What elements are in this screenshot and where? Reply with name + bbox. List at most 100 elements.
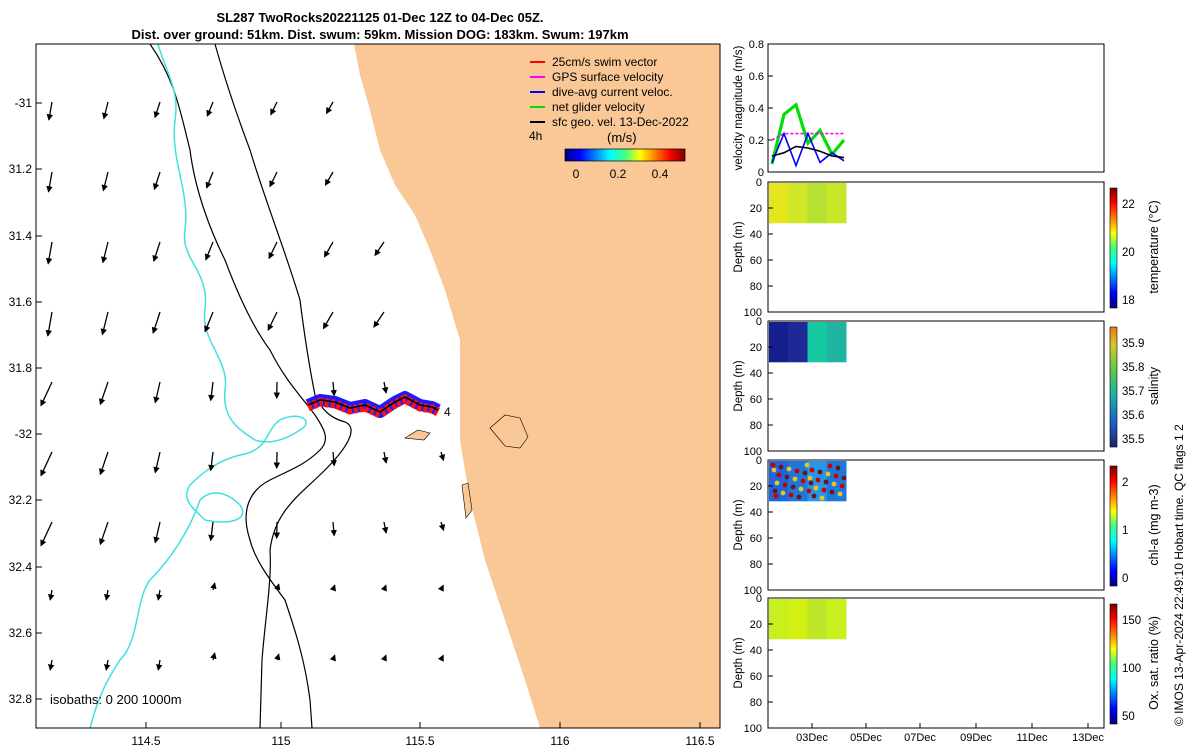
chl-hotspot: [817, 469, 823, 475]
chl-hotspot: [813, 485, 819, 491]
depth-tick-label: 80: [750, 559, 762, 571]
chl-hotspot: [790, 484, 796, 490]
depth-tick-label: 20: [750, 619, 762, 631]
surface-velocity-arrow: [210, 652, 217, 661]
colorbar-title: Ox. sat. ratio (%): [1147, 616, 1161, 710]
map-ytick-label: -31: [15, 96, 33, 110]
colorbar-tick-label: 150: [1122, 615, 1141, 627]
surface-velocity-arrow: [46, 171, 53, 193]
depth-axis-label: Depth (m): [733, 499, 745, 550]
chl-hotspot: [807, 475, 813, 481]
velocity-ytick-label: 0: [758, 167, 764, 179]
surface-velocity-arrow: [153, 451, 161, 474]
map-ytick-label: 31.2: [9, 162, 33, 176]
panel-colorbar: [1109, 465, 1118, 587]
depth-tick-label: 0: [756, 455, 762, 467]
legend-entry: sfc geo. vel. 13-Dec-2022: [552, 115, 689, 129]
surface-velocity-arrow: [380, 584, 387, 592]
surface-velocity-arrow: [48, 659, 55, 671]
profile-data-block: [788, 461, 808, 502]
chl-hotspot: [833, 473, 839, 479]
surface-velocity-arrow: [40, 381, 53, 407]
surface-velocity-arrow: [437, 654, 444, 662]
depth-tick-label: 20: [750, 342, 762, 354]
colorbar-tick-label: 35.9: [1122, 338, 1144, 350]
isobaths-label: isobaths: 0 200 1000m: [50, 692, 182, 707]
surface-velocity-arrow: [45, 241, 53, 265]
surface-velocity-arrow: [274, 653, 281, 661]
date-tick-label: 07Dec: [904, 732, 936, 744]
figure-title-line1: SL287 TwoRocks20221125 01-Dec 12Z to 04-…: [216, 10, 544, 25]
surface-velocity-arrow: [208, 521, 215, 542]
chl-hotspot: [773, 493, 779, 499]
time-label: 4h: [529, 129, 542, 143]
profile-data-block: [826, 322, 847, 363]
depth-tick-label: 60: [750, 671, 762, 683]
surface-velocity-arrow: [99, 451, 109, 476]
chl-hotspot: [819, 495, 825, 501]
depth-axis-label: Depth (m): [733, 221, 745, 272]
profile-data-block: [807, 599, 828, 640]
surface-velocity-arrow: [153, 381, 161, 404]
map-panel: 114.5 115 115.5 116 116.5 -31 31.2 31.4 31.6 31.8…: [9, 43, 721, 748]
depth-tick-label: 100: [744, 585, 762, 597]
map-ytick-label: 32.4: [9, 560, 33, 574]
colorbar-title: chl-a (mg m-3): [1147, 484, 1161, 565]
speed-colorbar: [564, 148, 686, 162]
chl-hotspot: [837, 491, 843, 497]
chl-hotspot: [827, 463, 833, 469]
depth-tick-label: 0: [756, 316, 762, 328]
chl-hotspot: [786, 466, 792, 472]
surface-velocity-arrow: [381, 381, 389, 394]
map-xtick-label: 116: [550, 734, 569, 748]
surface-velocity-arrow: [101, 241, 109, 264]
depth-tick-label: 100: [744, 446, 762, 458]
colorbar-tick-label: 35.7: [1122, 386, 1144, 398]
depth-tick-label: 100: [744, 723, 762, 735]
credit-text: © IMOS 13-Apr-2024 22:49:10 Hobart time.…: [1172, 424, 1186, 726]
surface-velocity-arrow: [322, 311, 334, 330]
panel-colorbar: [1109, 326, 1118, 448]
date-tick-label: 13Dec: [1072, 732, 1104, 744]
surface-velocity-arrow: [208, 381, 215, 402]
chl-hotspot: [771, 467, 777, 473]
velocity-series-line: [770, 102, 846, 165]
chl-hotspot: [792, 476, 798, 482]
surface-velocity-arrow: [324, 171, 334, 186]
swim-vector-swath: [306, 393, 441, 420]
depth-tick-label: 40: [750, 645, 762, 657]
coast-feature: [489, 414, 529, 449]
chl-hotspot: [809, 467, 815, 473]
depth-tick-label: 20: [750, 203, 762, 215]
depth-tick-label: 80: [750, 697, 762, 709]
map-ytick-label: 31.8: [9, 361, 33, 375]
depth-tick-label: 80: [750, 420, 762, 432]
surface-velocity-arrow: [48, 589, 55, 601]
surface-velocity-arrow: [269, 171, 278, 188]
surface-velocity-arrow: [204, 241, 214, 261]
chl-hotspot: [784, 474, 790, 480]
chl-hotspot: [802, 470, 808, 476]
surface-velocity-arrow: [46, 101, 54, 121]
surface-velocity-arrow: [45, 311, 53, 337]
profile-data-block: [788, 183, 808, 224]
surface-velocity-arrow: [208, 451, 215, 472]
surface-velocity-arrow: [329, 654, 336, 662]
chl-hotspot: [825, 471, 831, 477]
chl-hotspot: [782, 482, 788, 488]
profile-data-block: [769, 322, 789, 363]
figure-title-line2: Dist. over ground: 51km. Dist. swum: 59k…: [131, 27, 629, 42]
colorbar-title: salinity: [1147, 366, 1161, 405]
date-tick-label: 11Dec: [1017, 732, 1048, 744]
map-ytick-label: -32: [15, 427, 33, 441]
depth-tick-label: 40: [750, 229, 762, 241]
surface-velocity-arrow: [153, 101, 161, 119]
isobath-200m: [89, 44, 307, 728]
chl-hotspot: [804, 462, 810, 468]
isobath-1000m: [149, 44, 327, 728]
surface-velocity-arrow: [206, 101, 214, 117]
surface-velocity-arrow: [330, 381, 337, 397]
colorbar-tick-label: 50: [1122, 711, 1135, 723]
chl-hotspot: [778, 464, 784, 470]
